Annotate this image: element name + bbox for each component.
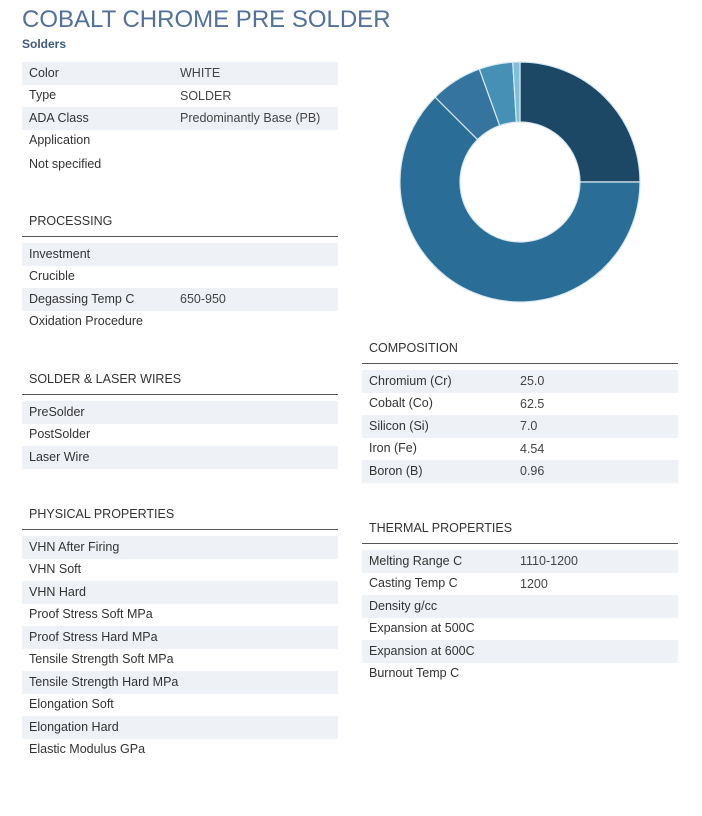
row-label: ADA Class — [29, 110, 89, 125]
table-row: Elongation Soft — [22, 694, 338, 717]
table-row: PreSolder — [22, 401, 338, 424]
table-row: ADA Class Predominantly Base (PB) — [22, 107, 338, 130]
row-label: PostSolder — [29, 427, 91, 442]
table-row: Iron (Fe) 4.54 — [362, 438, 678, 461]
wires-header: SOLDER & LASER WIRES — [22, 372, 338, 395]
table-row: Burnout Temp C — [362, 663, 678, 686]
table-row: PostSolder — [22, 424, 338, 447]
row-label: Crucible — [29, 269, 75, 284]
processing-table: Investment Crucible Degassing Temp C 650-95… — [22, 243, 338, 333]
table-row: VHN After Firing — [22, 536, 338, 559]
table-row: Melting Range C 1110-1200 — [362, 550, 678, 573]
row-value: WHITE — [180, 66, 221, 81]
row-value: 4.54 — [520, 441, 545, 456]
row-label: Elongation Soft — [29, 697, 114, 712]
physical-header: PHYSICAL PROPERTIES — [22, 507, 338, 530]
table-row: Application — [22, 130, 338, 153]
table-row: Expansion at 600C — [362, 640, 678, 663]
row-value: Predominantly Base (PB) — [180, 111, 321, 126]
composition-table: Chromium (Cr) 25.0 Cobalt (Co) 62.5 Silicon … — [362, 370, 678, 483]
row-label: Investment — [29, 246, 91, 261]
row-value: 650-950 — [180, 292, 226, 307]
table-row: Tensile Strength Soft MPa — [22, 649, 338, 672]
page-title: COBALT CHROME PRE SOLDER — [22, 6, 391, 33]
row-value: 1110-1200 — [520, 554, 578, 569]
table-row: Type SOLDER — [22, 85, 338, 108]
table-row: Investment — [22, 243, 338, 266]
thermal-table: Melting Range C 1110-1200 Casting Temp C 12… — [362, 550, 678, 685]
row-label: Proof Stress Soft MPa — [29, 607, 153, 622]
category-link[interactable]: Solders — [22, 37, 67, 51]
physical-table: VHN After Firing VHN Soft VHN Hard Proof St… — [22, 536, 338, 761]
row-value: 25.0 — [520, 374, 545, 389]
table-row: Cobalt (Co) 62.5 — [362, 393, 678, 416]
row-label: Burnout Temp C — [369, 666, 460, 681]
table-row: Proof Stress Hard MPa — [22, 626, 338, 649]
table-row: Silicon (Si) 7.0 — [362, 415, 678, 438]
row-label: Tensile Strength Soft MPa — [29, 652, 174, 667]
row-label: Chromium (Cr) — [369, 373, 452, 388]
row-label: Density g/cc — [369, 598, 438, 613]
row-label: Melting Range C — [369, 553, 463, 568]
table-row: Laser Wire — [22, 446, 338, 469]
row-label: Application — [29, 133, 91, 148]
row-label: Boron (B) — [369, 463, 423, 478]
row-label: VHN After Firing — [29, 539, 120, 554]
donut-slice-chromium[interactable] — [519, 61, 641, 183]
row-value: 7.0 — [520, 419, 538, 434]
row-label: Silicon (Si) — [369, 418, 429, 433]
row-label: Casting Temp C — [369, 576, 458, 591]
table-row: VHN Soft — [22, 559, 338, 582]
composition-header: COMPOSITION — [362, 341, 678, 364]
table-row: Casting Temp C 1200 — [362, 573, 678, 596]
donut-slice-cobalt[interactable] — [399, 96, 641, 303]
general-table: Color WHITE Type SOLDER ADA Class Predominant… — [22, 62, 338, 152]
row-label: Degassing Temp C — [29, 291, 135, 306]
table-row: Color WHITE — [22, 62, 338, 85]
row-label: Expansion at 600C — [369, 643, 475, 658]
row-label: VHN Soft — [29, 562, 82, 577]
table-row: Chromium (Cr) 25.0 — [362, 370, 678, 393]
application-value-row: Not specified — [22, 153, 338, 176]
row-label: Proof Stress Hard MPa — [29, 629, 158, 644]
table-row: Expansion at 500C — [362, 618, 678, 641]
table-row: Boron (B) 0.96 — [362, 460, 678, 483]
row-label: Type — [29, 88, 57, 103]
table-row: Elastic Modulus GPa — [22, 739, 338, 762]
row-label: VHN Hard — [29, 584, 86, 599]
row-value: SOLDER — [180, 88, 232, 103]
table-row: Density g/cc — [362, 595, 678, 618]
donut-slice-boron[interactable] — [512, 61, 521, 123]
table-row: Degassing Temp C 650-950 — [22, 288, 338, 311]
row-label: Color — [29, 65, 59, 80]
processing-header: PROCESSING — [22, 214, 338, 237]
table-row: VHN Hard — [22, 581, 338, 604]
wires-table: PreSolder PostSolder Laser Wire — [22, 401, 338, 469]
table-row: Oxidation Procedure — [22, 311, 338, 334]
row-label: Tensile Strength Hard MPa — [29, 674, 179, 689]
row-value: 1200 — [520, 576, 548, 591]
table-row: Proof Stress Soft MPa — [22, 604, 338, 627]
row-value: 0.96 — [520, 464, 545, 479]
row-label: Oxidation Procedure — [29, 314, 143, 329]
row-label: Elongation Hard — [29, 719, 119, 734]
table-row: Elongation Hard — [22, 716, 338, 739]
row-label: Expansion at 500C — [369, 621, 475, 636]
row-label: Cobalt (Co) — [369, 396, 433, 411]
row-label: Iron (Fe) — [369, 441, 417, 456]
application-value: Not specified — [29, 156, 102, 171]
thermal-header: THERMAL PROPERTIES — [362, 521, 678, 544]
table-row: Crucible — [22, 266, 338, 289]
row-value: 62.5 — [520, 396, 545, 411]
row-label: PreSolder — [29, 404, 85, 419]
table-row: Tensile Strength Hard MPa — [22, 671, 338, 694]
row-label: Elastic Modulus GPa — [29, 742, 146, 757]
row-label: Laser Wire — [29, 449, 90, 464]
